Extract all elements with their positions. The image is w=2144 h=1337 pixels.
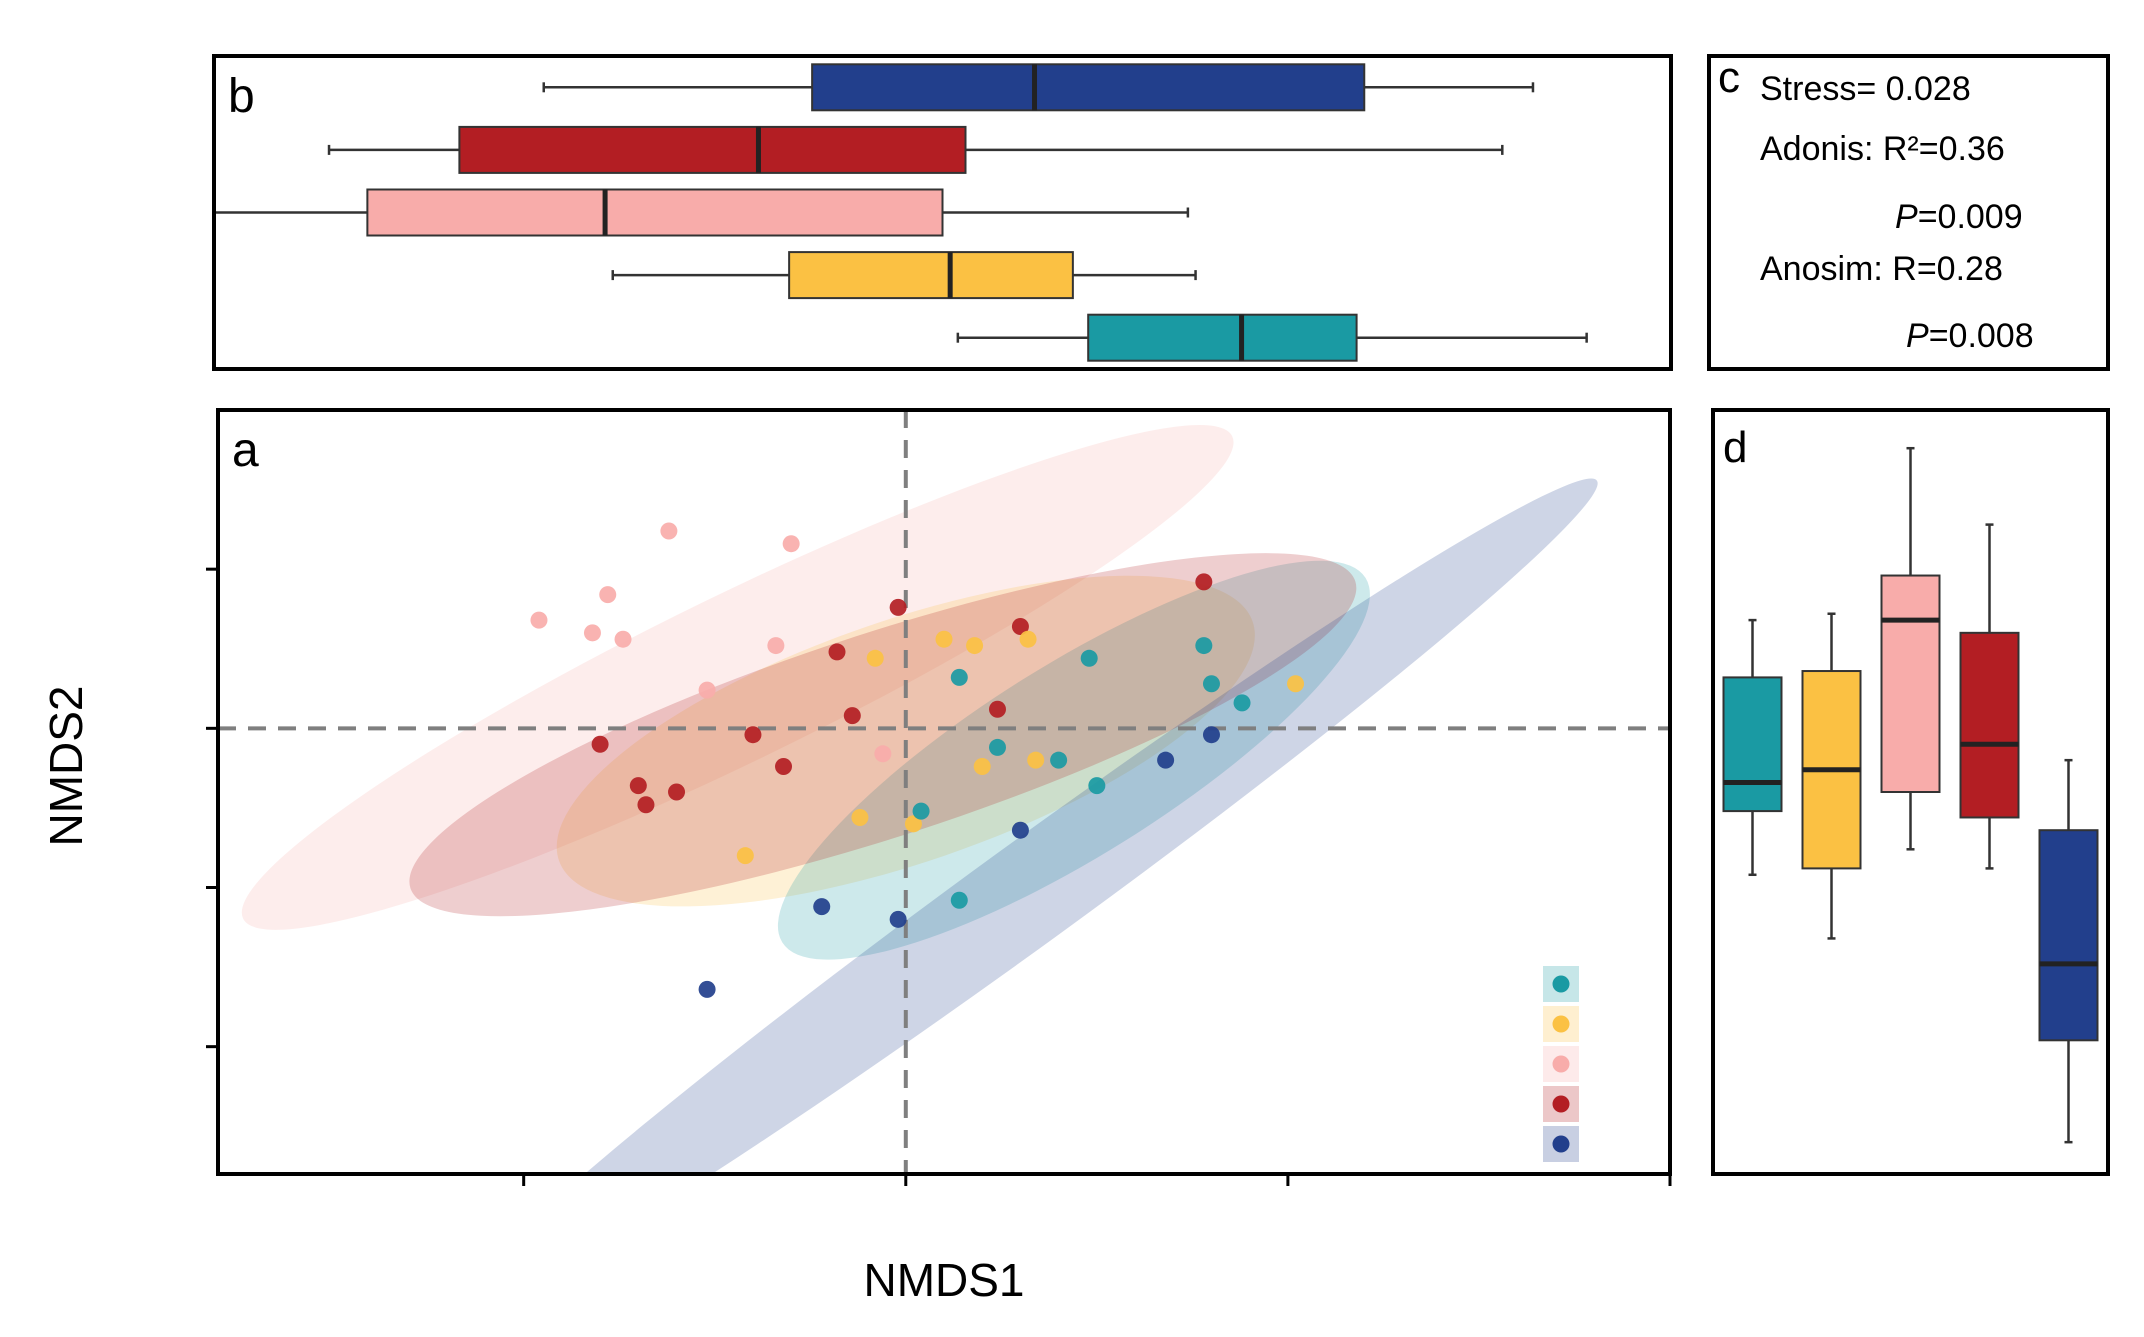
anosim-text: Anosim: R=0.28 [1760, 250, 2003, 288]
point-nc0_5d3 [988, 738, 1006, 756]
panel-b-label: b [228, 70, 255, 123]
point-dc2_0d1 [1195, 573, 1213, 591]
panel-d-frame [1711, 408, 2110, 1176]
panel-c-label: c [1718, 53, 1740, 102]
legend-dot-b [1552, 1135, 1570, 1153]
point-nc0_5d1 [950, 891, 968, 909]
d-box-1_5d [1880, 574, 1941, 793]
d-box-0_5d [1722, 676, 1783, 813]
point-ds2_0d2 [889, 598, 907, 616]
point-nc2_0d2 [843, 707, 861, 725]
stress-text: Stress= 0.028 [1760, 70, 1971, 108]
anosim-p-value: =0.008 [1929, 317, 2034, 355]
panel-c-frame [1707, 54, 2110, 371]
b-box-1_5d [366, 188, 944, 237]
y-axis-title: NMDS2 [40, 685, 92, 846]
panel-d-label: d [1723, 423, 1747, 472]
point-nd1_5d2 [782, 535, 800, 553]
point-ds0_5d2 [912, 802, 930, 820]
point-nc0_5d2 [1050, 751, 1068, 769]
point-ds0_5d3 [1233, 694, 1251, 712]
b-box-1_0d [788, 251, 1074, 300]
point-dd1_0d3 [851, 808, 869, 826]
point-ns1_0d2 [973, 758, 991, 776]
anosim-p-text: P=0.008 [1906, 317, 2034, 355]
point-dc0_5d2 [1195, 637, 1213, 655]
d-box-2_0d [1959, 631, 2020, 819]
point-ds1_0d1 [1287, 675, 1305, 693]
point-dd1_5d1 [583, 624, 601, 642]
panel-a-frame [216, 408, 1672, 1176]
point-dc0_5d3 [1088, 777, 1106, 795]
point-ns1_0d3 [866, 649, 884, 667]
adonis-p-italic: P [1895, 198, 1918, 236]
point-nd1_5d2 [614, 630, 632, 648]
legend-dot-1_5d [1552, 1055, 1570, 1073]
panel-b-frame [212, 54, 1673, 371]
ellipse-0_5d [777, 560, 1370, 960]
point-dd2_0d3 [591, 735, 609, 753]
b-box-2_0d [458, 125, 967, 174]
point-nb1 [1202, 726, 1220, 744]
panel-b: b [212, 54, 1673, 371]
panel-a: a NMDS1 NMDS2 [40, 408, 1672, 1306]
adonis-p-text: P=0.009 [1895, 198, 2023, 236]
point-dc2_0d3 [828, 643, 846, 661]
anosim-p-italic: P [1906, 317, 1929, 355]
point-db1 [698, 980, 716, 998]
point-ds0_5d1 [950, 668, 968, 686]
legend-dot-2_0d [1552, 1095, 1570, 1113]
point-ds2_0d3 [988, 700, 1006, 718]
point-dd0_5d3 [1080, 649, 1098, 667]
point-dc2_0d2 [775, 758, 793, 776]
point-dd2_0d1 [668, 783, 686, 801]
point-db3 [813, 898, 831, 916]
b-box-0_5d [1087, 313, 1358, 362]
point-dd1_5d3 [660, 522, 678, 540]
point-dc1_5d1 [530, 611, 548, 629]
point-dd0_5d1 [1202, 675, 1220, 693]
point-ds1_5d2 [874, 745, 892, 763]
point-nb3 [1157, 751, 1175, 769]
d-box-b [2038, 829, 2099, 1042]
point-nc2_0d1 [1011, 617, 1029, 635]
point-nd1_5d3 [767, 637, 785, 655]
panel-d: d [1711, 408, 2110, 1176]
point-ds2_0d1 [629, 777, 647, 795]
b-box-b [811, 63, 1366, 112]
point-dd2_0d2 [637, 796, 655, 814]
adonis-text: Adonis: R²=0.36 [1760, 130, 2005, 168]
point-nb2 [889, 910, 907, 928]
adonis-p-value: =0.009 [1918, 198, 2023, 236]
point-ns1_0d1 [736, 847, 754, 865]
point-dd1_0d1 [935, 630, 953, 648]
point-dc1_0d2 [1027, 751, 1045, 769]
point-dc1_5d2 [698, 681, 716, 699]
ellipse-b [458, 478, 1598, 1174]
ellipse-1_5d [241, 424, 1234, 930]
point-db2 [1011, 821, 1029, 839]
point-dd1_0d2 [966, 637, 984, 655]
x-axis-title: NMDS1 [863, 1254, 1024, 1306]
legend-dot-1_0d [1552, 1015, 1570, 1033]
ellipse-2_0d [409, 553, 1357, 917]
point-dc1_5d3 [599, 586, 617, 604]
point-nc2_0d3 [744, 726, 762, 744]
panel-a-label: a [232, 424, 259, 477]
point-ds1_0d3 [1019, 630, 1037, 648]
panel-c: c Stress= 0.028 Adonis: R²=0.36 P=0.009 … [1707, 53, 2110, 371]
point-ds1_0d2 [904, 815, 922, 833]
legend-dot-0_5d [1552, 975, 1570, 993]
